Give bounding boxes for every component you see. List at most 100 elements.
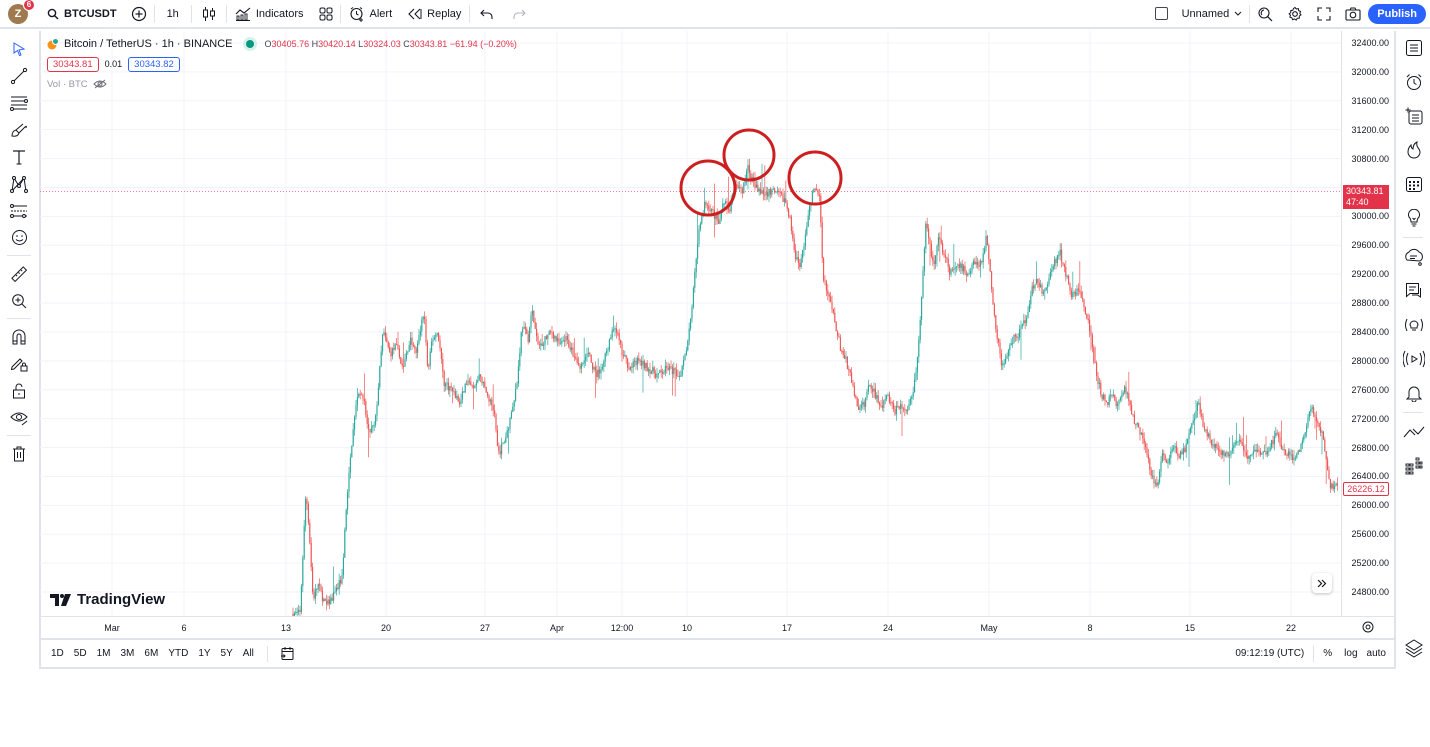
price-axis-label: 26400.00 xyxy=(1351,471,1389,482)
log-scale-toggle[interactable]: log xyxy=(1344,648,1358,659)
text-tool[interactable] xyxy=(0,143,38,170)
price-chart-pane[interactable] xyxy=(40,31,1341,616)
symbol-label: BTCUSDT xyxy=(64,7,117,20)
auto-scale-toggle[interactable]: auto xyxy=(1366,648,1386,659)
chart-type-button[interactable] xyxy=(192,0,226,28)
top-toolbar: Z 6 BTCUSDT 1h Indicators Alert xyxy=(0,0,1430,29)
watchlist-button[interactable] xyxy=(1397,31,1430,65)
interval-button[interactable]: 1h xyxy=(155,0,191,28)
ideas-button[interactable] xyxy=(1397,201,1430,235)
forecast-tool[interactable] xyxy=(0,197,38,224)
symbol-title[interactable]: Bitcoin / TetherUS · 1h · BINANCE xyxy=(64,38,233,50)
object-tree-button[interactable] xyxy=(1397,99,1430,133)
cursor-tool[interactable] xyxy=(0,35,38,62)
axis-settings-button[interactable] xyxy=(1362,621,1374,633)
alerts-button[interactable] xyxy=(1397,65,1430,99)
lightbulb-icon xyxy=(1406,209,1422,227)
zoom-in-icon xyxy=(11,293,27,309)
replay-label: Replay xyxy=(427,7,462,20)
range-button-1d[interactable]: 1D xyxy=(51,648,64,659)
time-axis-label: 10 xyxy=(681,623,693,633)
range-button-5d[interactable]: 5D xyxy=(73,648,87,659)
divider xyxy=(1249,4,1251,23)
indicators-button[interactable]: Indicators xyxy=(227,0,312,28)
pattern-tool[interactable] xyxy=(0,170,38,197)
price-axis-label: 25200.00 xyxy=(1351,558,1389,569)
measure-tool[interactable] xyxy=(0,260,38,287)
icons-tool[interactable] xyxy=(0,224,38,251)
redo-button[interactable] xyxy=(503,0,536,28)
go-to-date-button[interactable] xyxy=(276,646,299,661)
time-axis-label: May xyxy=(980,623,998,633)
unlock-icon xyxy=(12,383,26,399)
screenshot-button[interactable] xyxy=(1338,0,1368,28)
layout-name-dropdown[interactable]: Unnamed xyxy=(1175,0,1250,28)
range-button-5y[interactable]: 5Y xyxy=(220,648,233,659)
notifications-button[interactable] xyxy=(1397,376,1430,410)
price-axis[interactable]: 32400.00 32000.00 31600.00 31200.00 30800.00… xyxy=(1341,31,1395,616)
tech-ideas-stream-button[interactable] xyxy=(1397,308,1430,342)
fib-tool[interactable] xyxy=(0,89,38,116)
drawing-toolbar xyxy=(0,31,38,671)
alert-button[interactable]: Alert xyxy=(341,0,401,28)
grid-icon xyxy=(319,7,333,21)
layers-button[interactable] xyxy=(1397,631,1430,665)
range-button-all[interactable]: All xyxy=(242,648,254,659)
chats-button[interactable] xyxy=(1397,240,1430,274)
compare-symbol-button[interactable] xyxy=(124,0,154,28)
symbol-search-button[interactable]: BTCUSDT xyxy=(40,0,124,28)
candlestick-chart xyxy=(40,31,1341,616)
range-button-ytd[interactable]: YTD xyxy=(168,648,189,659)
fullscreen-button[interactable] xyxy=(1310,0,1338,28)
price-axis-label: 29600.00 xyxy=(1351,240,1389,251)
order-panel-button[interactable] xyxy=(1397,415,1430,449)
trend-line-tool[interactable] xyxy=(0,62,38,89)
user-avatar[interactable]: Z 6 xyxy=(8,0,35,24)
sell-price-button[interactable]: 30343.81 xyxy=(47,56,99,72)
chat-cloud-icon xyxy=(1404,248,1424,266)
hotlists-button[interactable] xyxy=(1397,133,1430,167)
last-price-label: 30343.81 47:40 xyxy=(1343,185,1389,209)
price-axis-label: 27600.00 xyxy=(1351,384,1389,395)
pencil-lock-icon xyxy=(10,355,28,373)
range-button-1y[interactable]: 1Y xyxy=(198,648,211,659)
checkbox-square-icon xyxy=(1154,7,1168,20)
price-axis-label: 24800.00 xyxy=(1351,587,1389,597)
tradingview-watermark: TradingView xyxy=(50,591,165,608)
time-axis[interactable]: Mar 6 13 20 27 Apr 12:00 10 17 24 May 8 15 22 xyxy=(40,616,1395,638)
dom-button[interactable] xyxy=(1397,449,1430,483)
utc-clock[interactable]: 09:12:19 (UTC) xyxy=(1235,648,1305,659)
alert-label: Alert xyxy=(369,7,393,20)
templates-button[interactable] xyxy=(312,0,340,28)
percent-scale-toggle[interactable]: % xyxy=(1323,648,1333,659)
publish-button[interactable]: Publish xyxy=(1368,3,1426,24)
brush-tool[interactable] xyxy=(0,116,38,143)
range-button-6m[interactable]: 6M xyxy=(144,648,159,659)
lock-drawings-tool[interactable] xyxy=(0,350,38,377)
magnet-tool[interactable] xyxy=(0,323,38,350)
buy-price-button[interactable]: 30343.82 xyxy=(128,56,180,72)
hide-drawings-tool[interactable] xyxy=(0,404,38,431)
calendar-grid-icon xyxy=(1405,175,1423,193)
range-button-3m[interactable]: 3M xyxy=(120,648,135,659)
quick-search-button[interactable] xyxy=(1250,0,1280,28)
flame-icon xyxy=(1405,141,1423,159)
layout-checkbox[interactable] xyxy=(1148,0,1175,28)
zoom-in-tool[interactable] xyxy=(0,287,38,314)
lock-all-tool[interactable] xyxy=(0,377,38,404)
messages-button[interactable] xyxy=(1397,274,1430,308)
broadcast-lightbulb-icon xyxy=(1403,316,1425,334)
remove-drawings-tool[interactable] xyxy=(0,440,38,467)
trend-line-icon xyxy=(10,67,28,85)
streams-button[interactable] xyxy=(1397,342,1430,376)
calendar-button[interactable] xyxy=(1397,167,1430,201)
replay-button[interactable]: Replay xyxy=(400,0,469,28)
range-button-1m[interactable]: 1M xyxy=(96,648,111,659)
price-axis-label: 31600.00 xyxy=(1351,95,1389,106)
scroll-to-realtime-button[interactable] xyxy=(1312,573,1332,593)
eye-hidden-icon[interactable] xyxy=(92,79,107,89)
undo-button[interactable] xyxy=(470,0,503,28)
settings-button[interactable] xyxy=(1280,0,1310,28)
time-axis-label: 17 xyxy=(781,623,793,633)
volume-indicator-label[interactable]: Vol · BTC xyxy=(47,78,88,90)
